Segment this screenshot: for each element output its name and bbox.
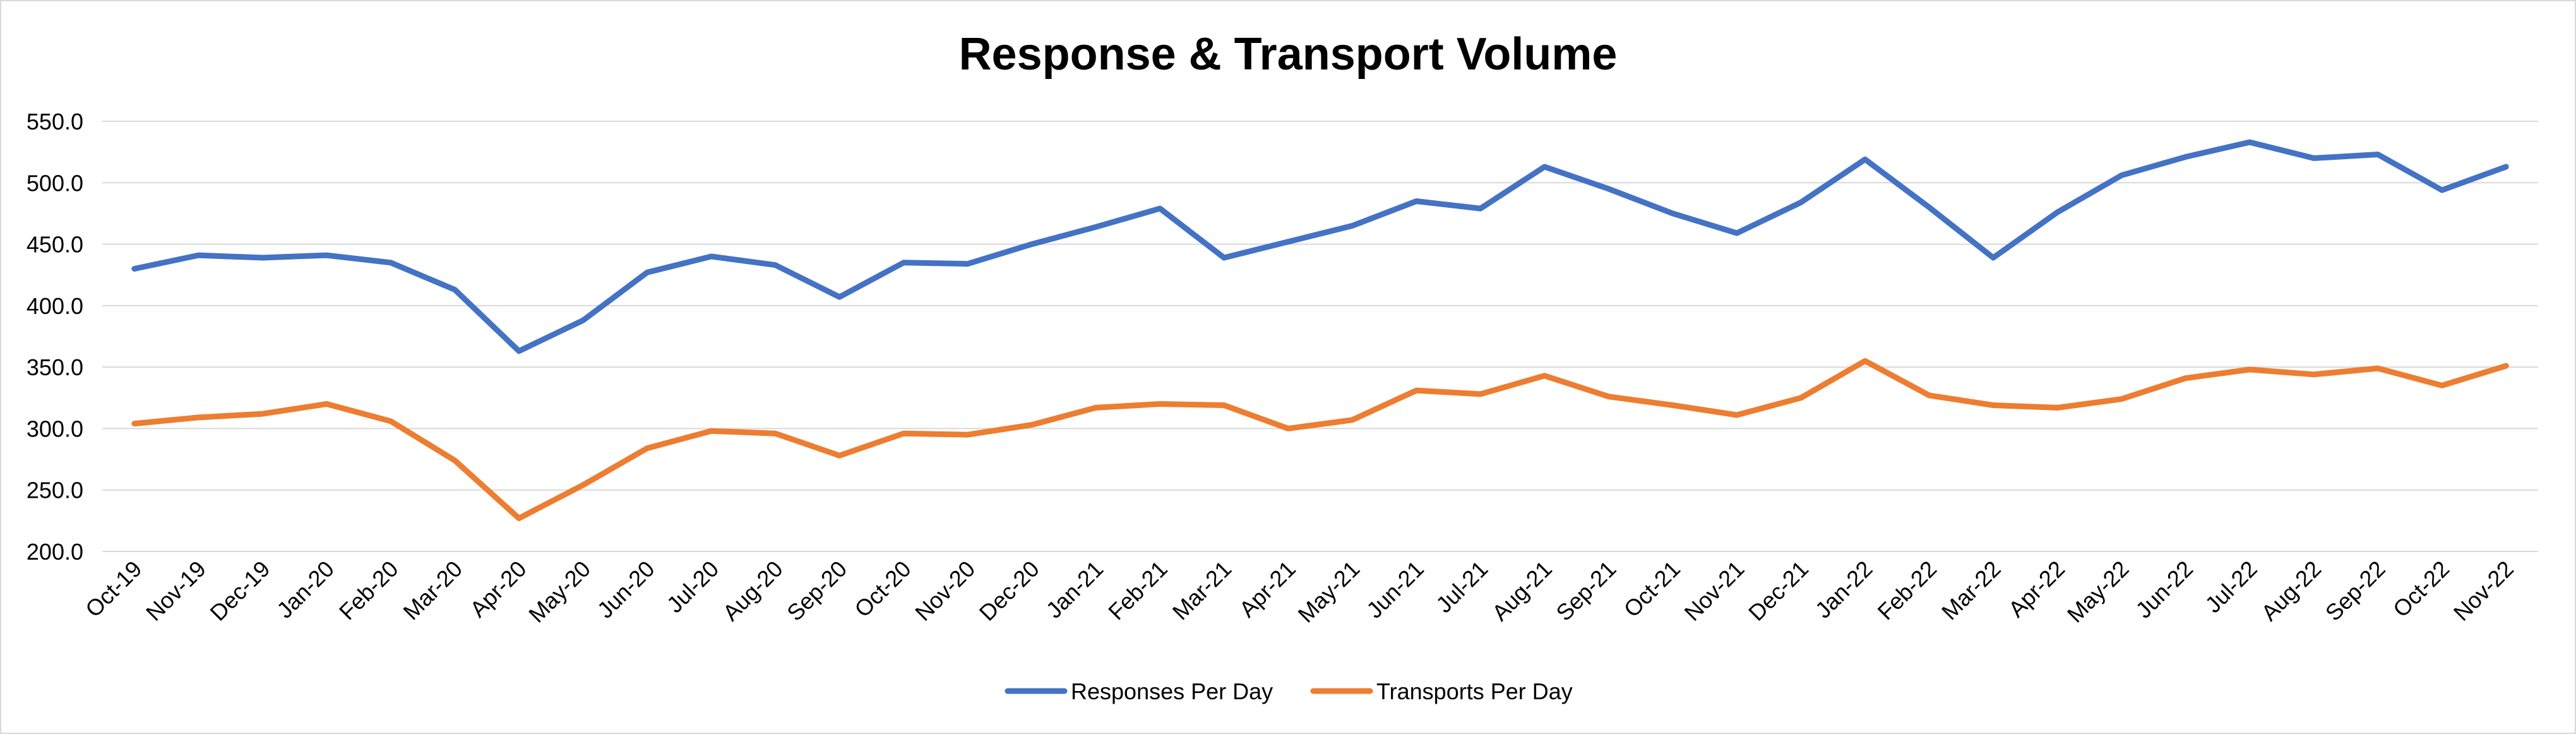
x-tick-label: May-21 <box>1293 556 1365 628</box>
x-tick-label: Sep-22 <box>2320 556 2390 626</box>
x-tick-label: Dec-20 <box>974 556 1044 626</box>
y-tick-label: 550.0 <box>27 109 83 135</box>
x-tick-label: Feb-22 <box>1873 556 1942 625</box>
x-tick-label: May-22 <box>2062 556 2134 628</box>
x-tick-label: Nov-20 <box>910 556 980 626</box>
y-tick-label: 450.0 <box>27 232 83 258</box>
x-axis-ticks: Oct-19Nov-19Dec-19Jan-20Feb-20Mar-20Apr-… <box>80 556 2519 628</box>
x-tick-label: Mar-20 <box>398 556 467 625</box>
x-tick-label: Jan-21 <box>1041 556 1108 623</box>
x-tick-label: Jan-20 <box>271 556 339 623</box>
x-tick-label: Jul-22 <box>2200 556 2262 618</box>
x-tick-label: Aug-21 <box>1487 556 1557 626</box>
x-tick-label: Sep-21 <box>1551 556 1621 626</box>
x-tick-label: Jul-20 <box>662 556 724 618</box>
x-tick-label: Mar-22 <box>1936 556 2006 625</box>
x-tick-label: Apr-22 <box>2003 556 2070 622</box>
x-tick-label: Oct-21 <box>1619 556 1685 622</box>
legend-label: Transports Per Day <box>1376 678 1573 704</box>
series-line-responses <box>131 139 2509 354</box>
x-tick-label: Sep-20 <box>782 556 852 626</box>
x-tick-label: Aug-22 <box>2256 556 2326 626</box>
x-tick-label: Mar-21 <box>1167 556 1237 625</box>
x-tick-label: Feb-20 <box>334 556 403 625</box>
x-tick-label: Nov-22 <box>2448 556 2519 626</box>
x-tick-label: May-20 <box>523 556 595 628</box>
x-tick-label: Jun-21 <box>1361 556 1429 623</box>
x-tick-label: Jun-22 <box>2130 556 2198 623</box>
x-tick-label: Nov-19 <box>141 556 211 626</box>
x-tick-label: Feb-21 <box>1103 556 1172 625</box>
legend: Responses Per Day Transports Per Day <box>1005 678 1573 704</box>
x-tick-label: Oct-20 <box>849 556 915 622</box>
y-tick-label: 400.0 <box>27 293 83 319</box>
chart-title: Response & Transport Volume <box>959 29 1618 80</box>
x-tick-label: Oct-22 <box>2388 556 2454 622</box>
x-tick-label: Jan-22 <box>1810 556 1878 623</box>
y-tick-label: 500.0 <box>27 170 83 196</box>
series-lines <box>131 139 2509 521</box>
x-tick-label: Jun-20 <box>592 556 660 623</box>
y-tick-label: 200.0 <box>27 539 83 565</box>
series-line-transports <box>131 358 2509 521</box>
x-tick-label: Aug-20 <box>718 556 788 626</box>
x-tick-label: Apr-20 <box>465 556 531 622</box>
x-tick-label: Nov-21 <box>1679 556 1750 626</box>
legend-label: Responses Per Day <box>1071 678 1273 704</box>
y-tick-label: 250.0 <box>27 478 83 503</box>
x-tick-label: Dec-21 <box>1743 556 1813 626</box>
y-axis-ticks: 200.0 250.0 300.0 350.0 400.0 450.0 500.0 550.0 <box>27 109 83 565</box>
x-tick-label: Jul-21 <box>1431 556 1493 618</box>
y-tick-label: 300.0 <box>27 416 83 442</box>
x-tick-label: Apr-21 <box>1234 556 1300 622</box>
x-tick-label: Dec-19 <box>205 556 275 626</box>
y-tick-label: 350.0 <box>27 354 83 380</box>
gridlines <box>102 121 2538 552</box>
x-tick-label: Oct-19 <box>80 556 146 622</box>
